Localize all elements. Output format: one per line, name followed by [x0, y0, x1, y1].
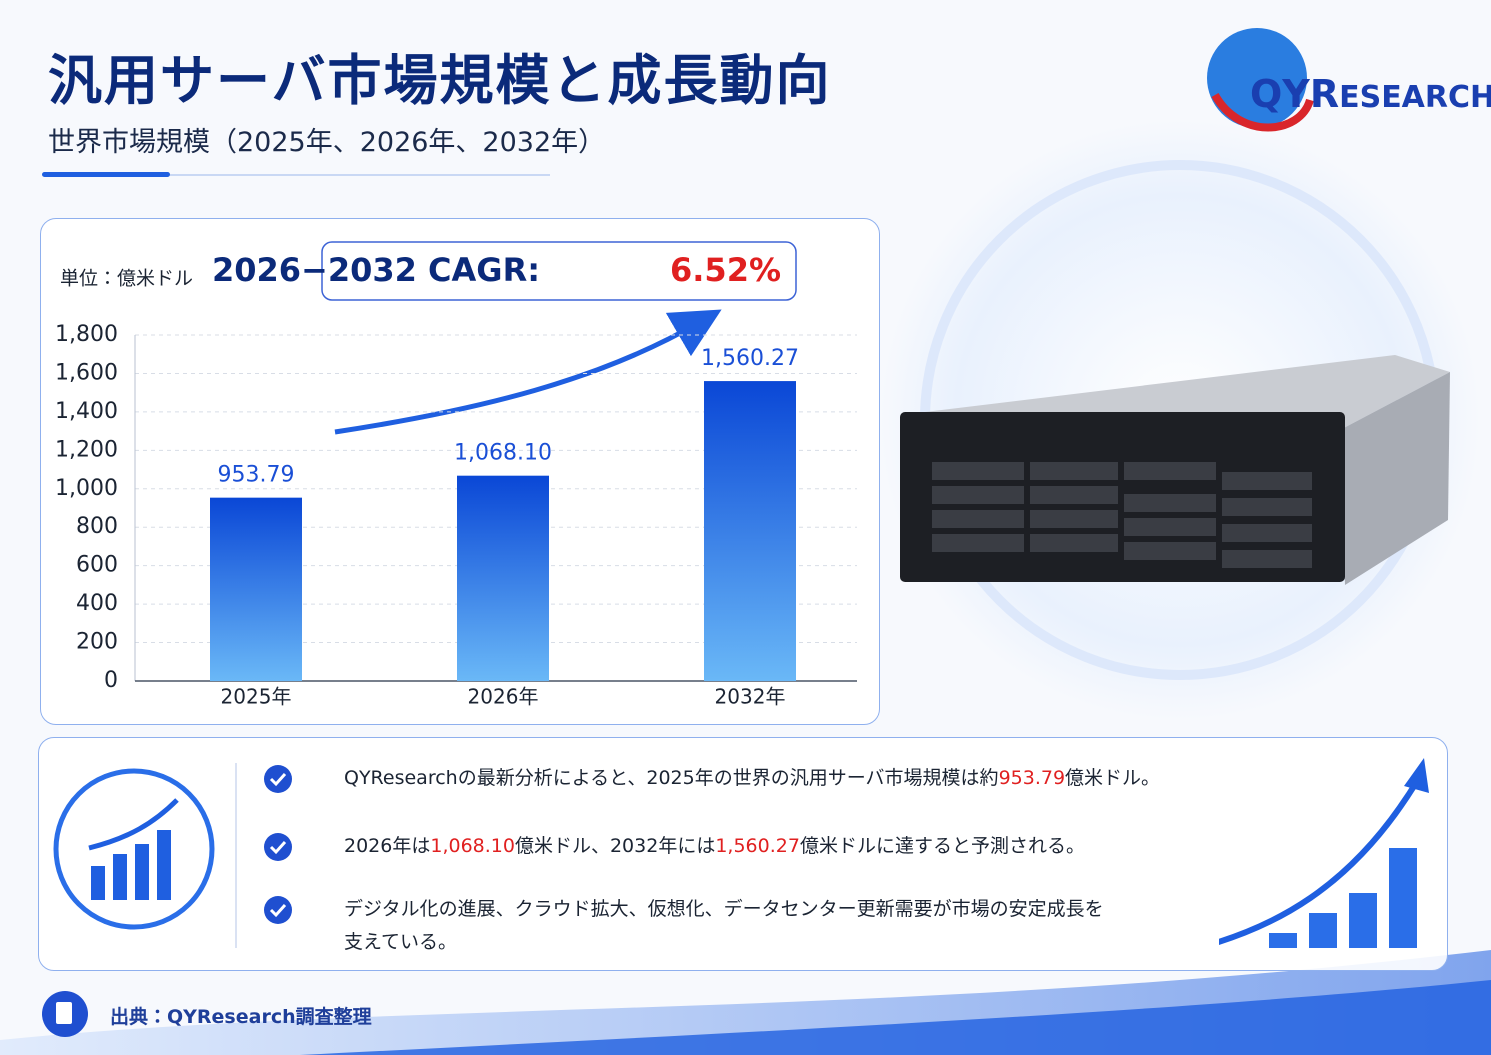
note-text: デジタル化の進展、クラウド拡大、仮想化、データセンター更新需要が市場の安定成長を… [344, 898, 1104, 953]
y-tick-label: 1,200 [55, 437, 118, 462]
bar [704, 381, 796, 681]
logo-swoosh [1211, 92, 1314, 132]
bar [457, 475, 549, 681]
logo: QYRESEARCH [1250, 72, 1491, 116]
note-text: 億米ドル。 [1065, 767, 1161, 789]
logo-text: ESEARCH [1339, 80, 1491, 115]
cagr-box [321, 241, 797, 301]
unit-label: 単位：億米ドル [60, 268, 193, 290]
notes-panel: QYResearchの最新分析によると、2025年の世界の汎用サーバ市場規模は約… [38, 737, 1448, 971]
underline [42, 172, 170, 177]
logo-globe [1207, 28, 1307, 128]
title: 汎用サーバ市場規模と成長動向 [48, 49, 832, 112]
y-tick-label: 1,800 [55, 322, 118, 347]
y-tick-label: 600 [76, 553, 118, 578]
growth-icon [53, 763, 237, 948]
value-label: 1,068.10 [454, 441, 552, 466]
note-text: 億米ドルに達すると予測される。 [799, 835, 1085, 857]
note: QYResearchの最新分析によると、2025年の世界の汎用サーバ市場規模は約… [344, 762, 1160, 795]
note-text: 1,560.27 [715, 835, 800, 857]
note: デジタル化の進展、クラウド拡大、仮想化、データセンター更新需要が市場の安定成長を… [344, 893, 1104, 959]
check-icons [264, 765, 292, 924]
subtitle: 世界市場規模（2025年、2026年、2032年） [48, 127, 606, 158]
note-text: 953.79 [998, 767, 1066, 789]
cagr-value: 6.52% [670, 251, 781, 289]
note-text: 億米ドル、2032年には [514, 835, 716, 857]
y-tick-label: 1,600 [55, 360, 118, 385]
y-tick-label: 0 [104, 668, 118, 693]
x-tick-label: 2032年 [715, 685, 786, 709]
wave [300, 980, 1491, 1055]
underline [170, 174, 550, 176]
value-label: 1,560.27 [701, 346, 799, 371]
growth-arrow [334, 309, 722, 435]
value-label: 953.79 [218, 463, 295, 488]
note: 2026年は1,068.10億米ドル、2032年には1,560.27億米ドルに達… [344, 830, 1085, 863]
note-text: QYResearchの最新分析によると、2025年の世界の汎用サーバ市場規模は約 [344, 767, 999, 789]
cagr-label: 2026−2032 CAGR: [212, 251, 540, 289]
bar [210, 497, 302, 681]
note-text: 1,068.10 [430, 835, 515, 857]
growth-decoration [1219, 758, 1429, 948]
y-tick-label: 400 [76, 591, 118, 616]
y-tick-label: 200 [76, 630, 118, 655]
source-icon [42, 991, 88, 1037]
server-image [900, 355, 1450, 585]
y-tick-label: 800 [76, 514, 118, 539]
source: 出典：QYResearch調査整理 [110, 1006, 372, 1028]
chart: 単位：億米ドル 2026−2032 CAGR: 6.52% 0 200 400 600… [55, 241, 857, 709]
y-tick-label: 1,400 [55, 399, 118, 424]
x-tick-label: 2025年 [221, 685, 292, 709]
x-tick-label: 2026年 [468, 685, 539, 709]
note-text: 2026年は [344, 835, 431, 857]
y-tick-label: 1,000 [55, 476, 118, 501]
logo-text: QYR [1250, 72, 1340, 116]
